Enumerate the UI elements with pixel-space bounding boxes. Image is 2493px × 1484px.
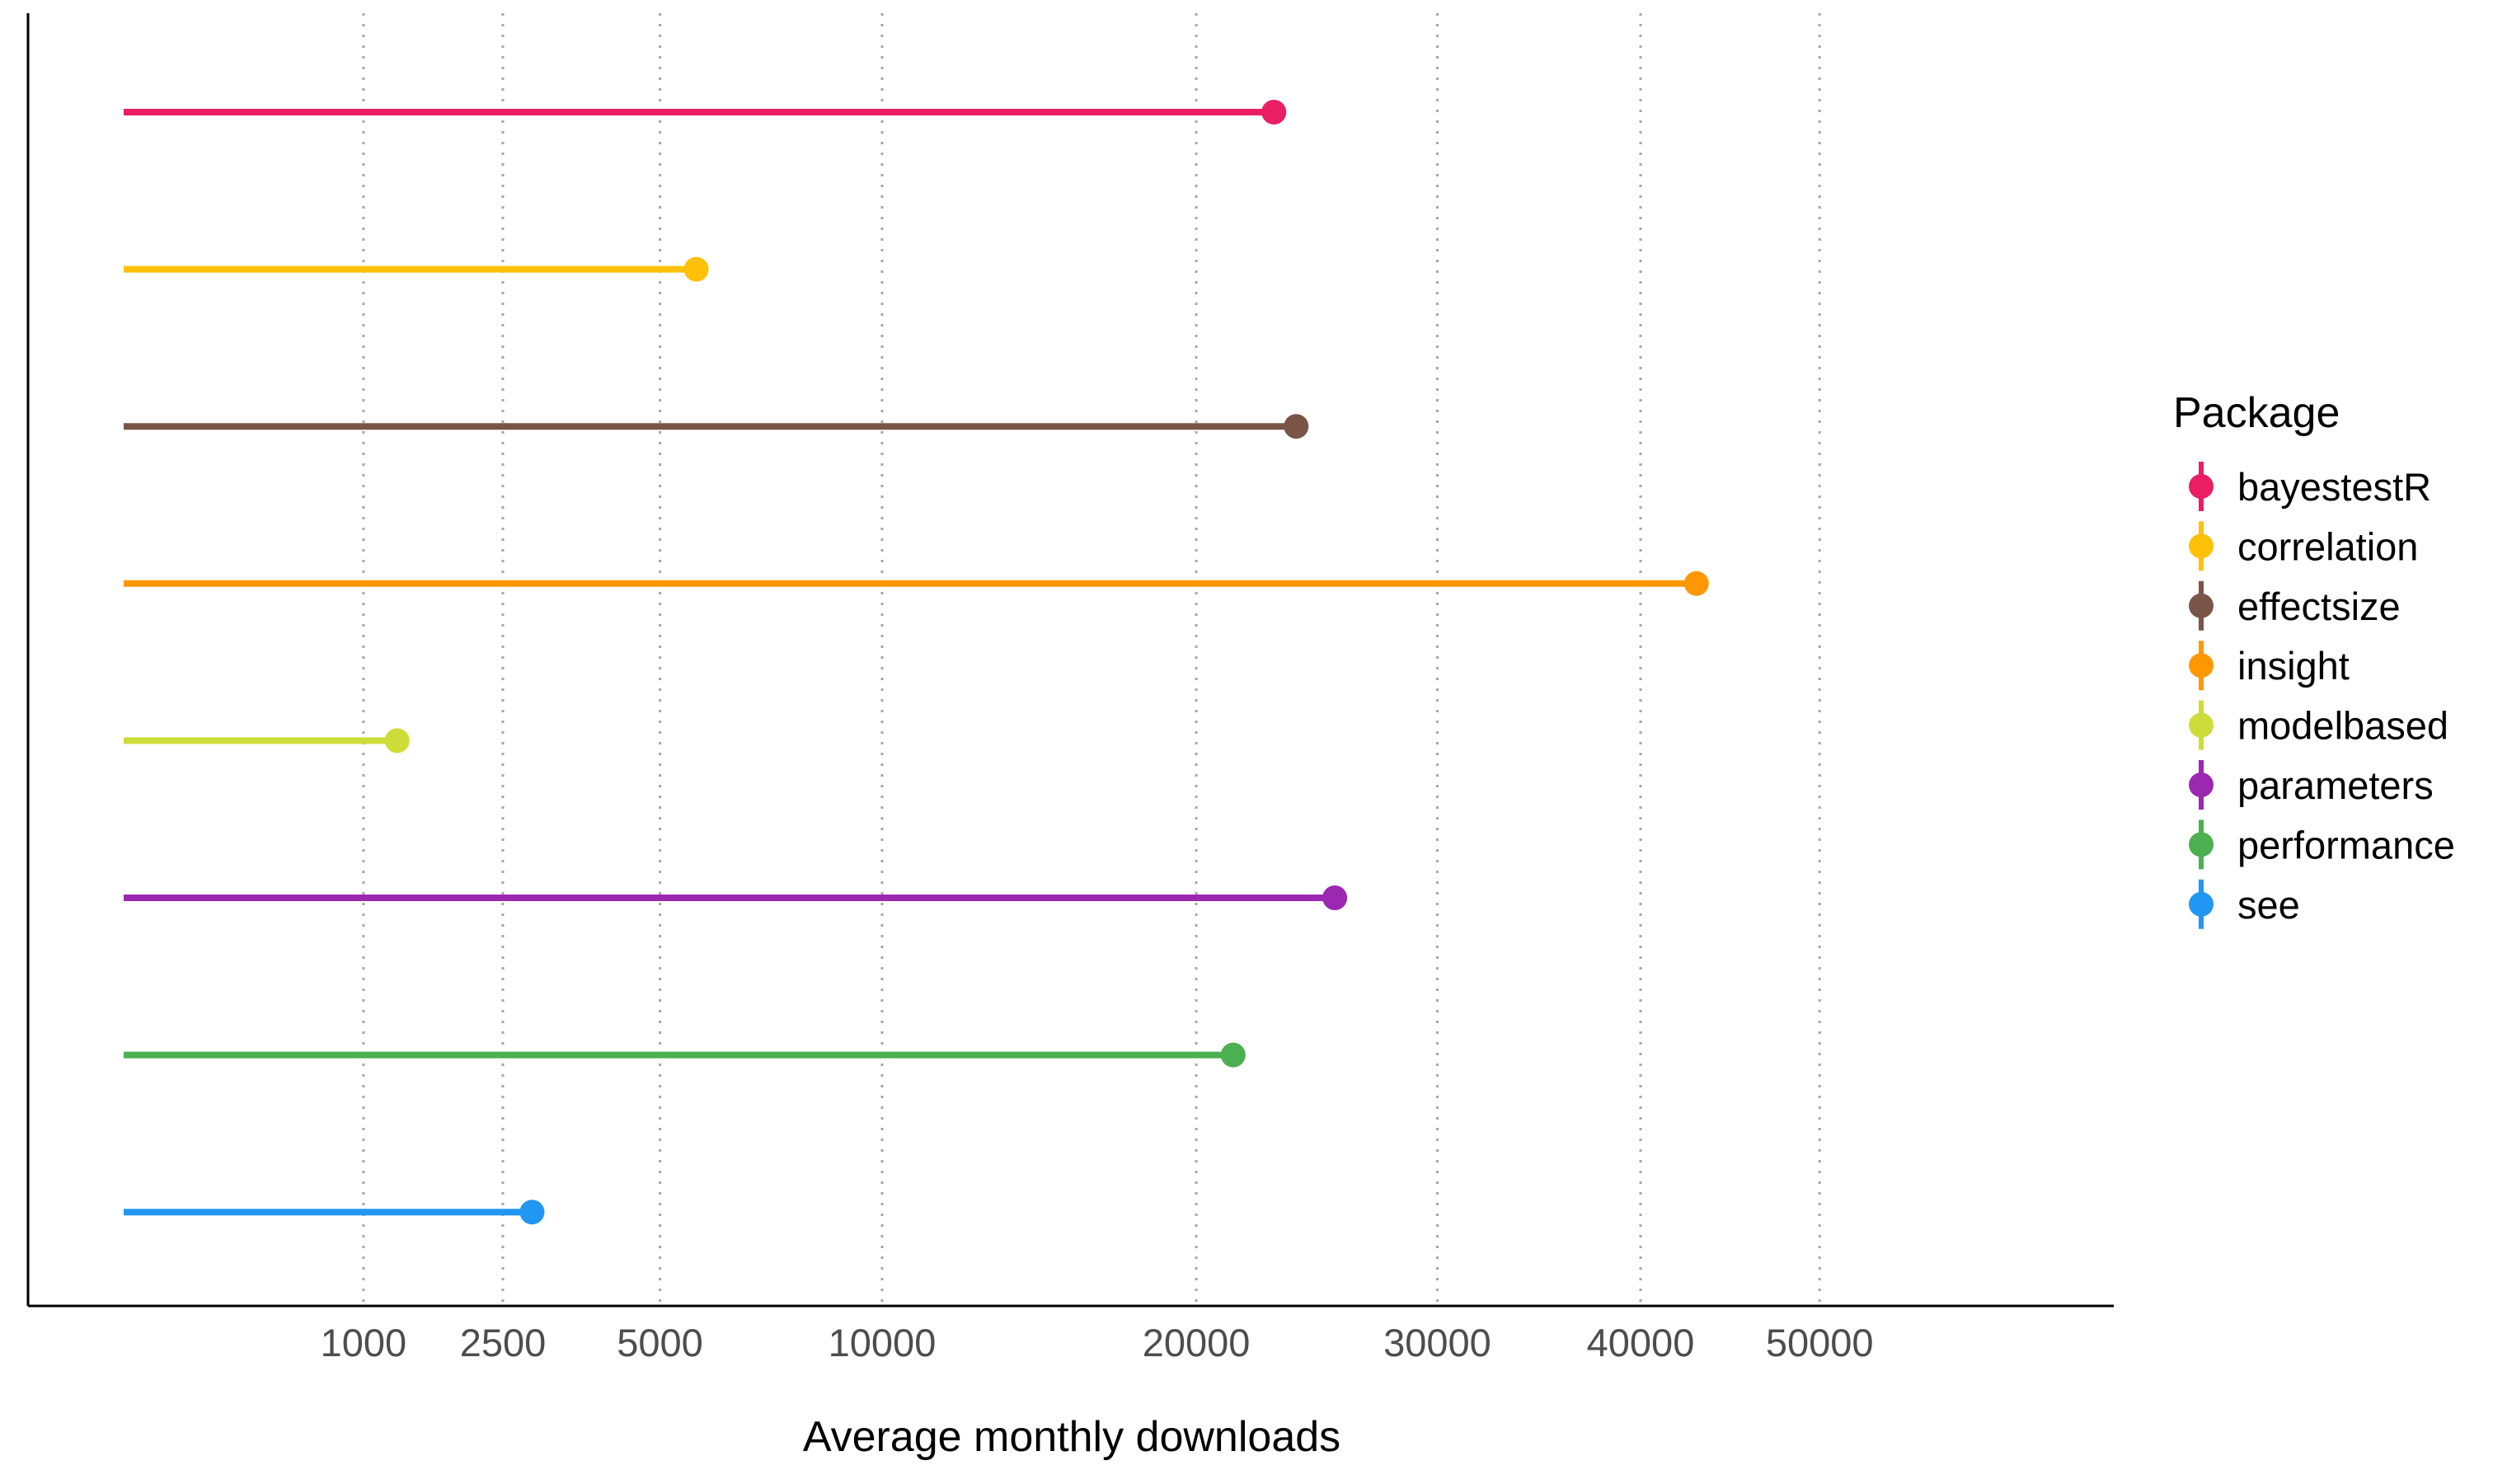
legend-key-point <box>2189 474 2214 499</box>
lollipop-point <box>1284 414 1309 439</box>
data-marks <box>124 100 1709 1225</box>
x-axis-title: Average monthly downloads <box>803 1413 1340 1461</box>
x-tick-labels: 1000 2500 5000 10000 20000 30000 40000 50000 <box>321 1321 1874 1364</box>
legend-label: modelbased <box>2237 704 2448 748</box>
x-tick-label: 50000 <box>1766 1321 1874 1364</box>
legend-label: performance <box>2237 823 2455 866</box>
legend-key-point <box>2189 891 2214 917</box>
x-tick-label: 40000 <box>1587 1321 1695 1364</box>
legend-key-point <box>2189 533 2214 559</box>
legend-key-point <box>2189 653 2214 679</box>
lollipop-point <box>683 256 709 282</box>
x-tick-label: 2500 <box>460 1321 547 1364</box>
lollipop-point <box>1322 885 1348 910</box>
x-tick-label: 20000 <box>1143 1321 1251 1364</box>
x-tick-label: 10000 <box>829 1321 937 1364</box>
x-tick-label: 1000 <box>321 1321 407 1364</box>
lollipop-point <box>1683 571 1709 596</box>
legend-label: parameters <box>2237 763 2434 807</box>
lollipop-point <box>519 1200 545 1225</box>
legend-label: bayestestR <box>2237 465 2431 509</box>
legend-key-point <box>2189 773 2214 797</box>
legend-key-point <box>2189 712 2214 738</box>
legend-items: bayestestR correlation effectsize insight mo… <box>2189 462 2455 929</box>
legend-key-point <box>2189 832 2214 857</box>
x-tick-label: 30000 <box>1383 1321 1491 1364</box>
lollipop-point <box>1220 1042 1246 1068</box>
legend-key-point <box>2189 593 2214 618</box>
axes <box>26 13 2114 1308</box>
legend: Package bayestestR correlation effectsize i… <box>2173 389 2455 929</box>
lollipop-point <box>384 728 410 754</box>
legend-title: Package <box>2173 389 2340 437</box>
legend-label: insight <box>2237 644 2350 688</box>
gridlines <box>362 13 1821 1306</box>
legend-label: correlation <box>2237 524 2418 568</box>
legend-label: see <box>2237 883 2300 927</box>
legend-label: effectsize <box>2237 585 2401 628</box>
x-tick-label: 5000 <box>617 1321 703 1364</box>
lollipop-point <box>1261 100 1287 124</box>
